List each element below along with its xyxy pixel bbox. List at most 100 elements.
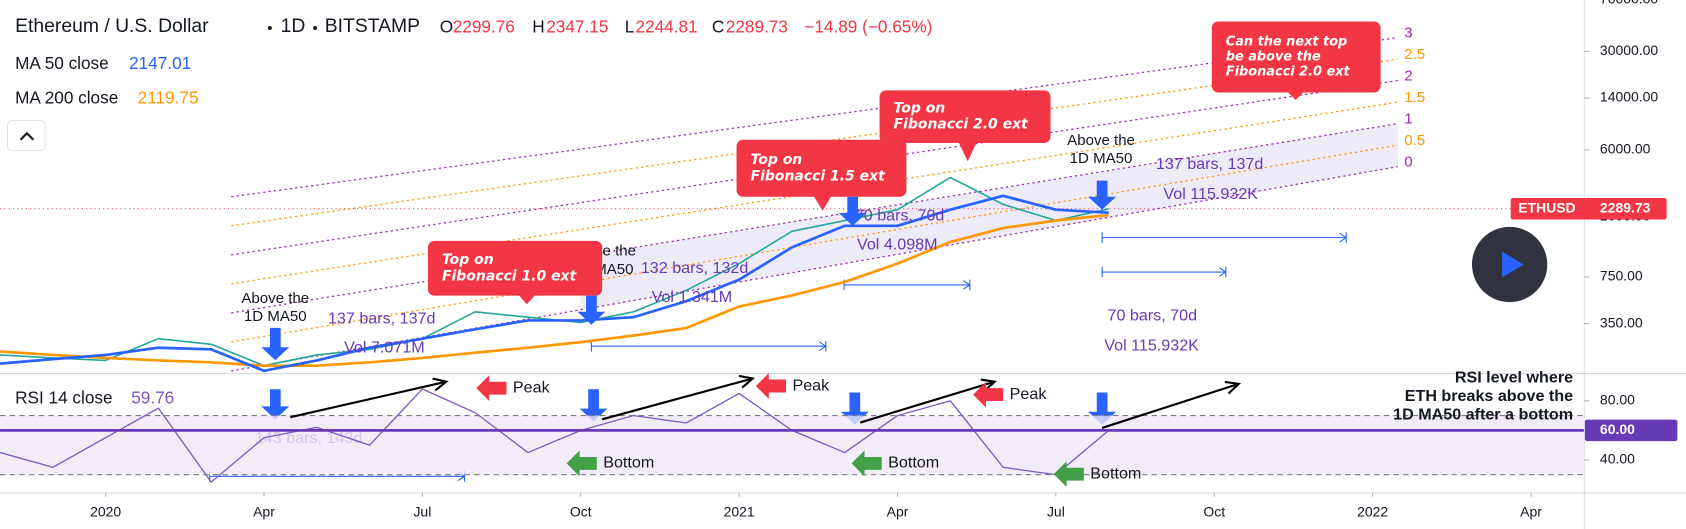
ohlc-label: O xyxy=(440,17,453,37)
fib-line xyxy=(231,144,1398,343)
ohlc-label: H xyxy=(532,17,544,37)
left-arrow xyxy=(755,373,787,399)
fib-label: 1 xyxy=(1404,110,1412,127)
callout-text: Fibonacci 2.0 ext xyxy=(894,117,1030,133)
callout-text: Fibonacci 1.0 ext xyxy=(442,268,578,284)
trend-arrow xyxy=(290,380,447,419)
ohlc-value: 2299.76 xyxy=(453,17,515,37)
bottom-label: Bottom xyxy=(1090,464,1141,482)
rsi-note: RSI level where xyxy=(1455,369,1573,387)
x-tick-label: Jul xyxy=(1047,504,1065,520)
down-arrow xyxy=(577,295,606,325)
x-tick-label: 2022 xyxy=(1357,504,1388,520)
y-tick-label: 40.00 xyxy=(1600,451,1635,467)
ohlc-value: 2289.73 xyxy=(726,17,788,37)
rsi-level-label: 60.00 xyxy=(1600,421,1635,437)
collapse-button[interactable] xyxy=(7,119,46,152)
x-tick-label: Apr xyxy=(253,504,275,520)
ohlc-value: 2347.15 xyxy=(546,17,608,37)
note-text: Above the xyxy=(1067,132,1135,149)
x-tick-label: 2020 xyxy=(90,504,121,520)
callout-tail xyxy=(812,194,833,211)
measure-volume: Vol 1.341M xyxy=(652,288,733,306)
measure-volume: Vol 7.071M xyxy=(344,339,425,357)
interval: 1D xyxy=(281,15,306,37)
rsi-note: ETH breaks above the xyxy=(1405,387,1573,405)
y-tick-label: 14000.00 xyxy=(1600,89,1658,105)
down-arrow xyxy=(1088,180,1117,210)
callout-tail xyxy=(1285,90,1306,100)
y-tick-label: 70000.00 xyxy=(1600,0,1658,6)
note-text: Above the xyxy=(241,290,309,307)
ma200-line xyxy=(0,213,1109,368)
bottom-label: Bottom xyxy=(603,454,654,472)
y-tick-label: 30000.00 xyxy=(1600,42,1658,58)
ma50-line xyxy=(0,194,1109,373)
callout-box xyxy=(879,90,1051,144)
x-tick-label: Apr xyxy=(1520,504,1542,520)
callout-box xyxy=(736,139,907,197)
ohlc-value: 2244.81 xyxy=(635,17,697,37)
exchange: BITSTAMP xyxy=(325,15,420,37)
callout-text: Top on xyxy=(894,101,946,117)
ohlc-label: L xyxy=(625,17,635,37)
fib-line xyxy=(231,123,1398,314)
trend-arrowhead xyxy=(1224,380,1242,395)
fib-label: 0.5 xyxy=(1404,132,1425,149)
rsi-line xyxy=(0,388,1110,483)
replay-icon xyxy=(1502,251,1524,278)
price-tag-value: 2289.73 xyxy=(1600,199,1651,215)
peak-label: Peak xyxy=(1010,385,1048,403)
y-tick-label: 80.00 xyxy=(1600,391,1635,407)
rsi-level-tag xyxy=(1584,419,1678,442)
fib-line xyxy=(231,101,1398,285)
collapse-icon xyxy=(19,131,35,141)
x-tick-label: Apr xyxy=(887,504,909,520)
separator xyxy=(267,26,272,30)
trend-arrow xyxy=(601,377,753,421)
price-tag xyxy=(1510,198,1667,220)
rsi-value: 59.76 xyxy=(131,387,174,407)
measure-bars: 132 bars, 132d xyxy=(641,259,748,277)
left-arrow xyxy=(973,381,1004,408)
measure-bars: 137 bars, 137d xyxy=(1156,155,1263,173)
fib-label: 2.5 xyxy=(1404,46,1425,63)
legend-value: 2147.01 xyxy=(129,53,191,73)
down-arrow xyxy=(261,327,290,361)
measure-volume: Vol 115.932K xyxy=(1104,336,1199,354)
ohlc-label: C xyxy=(712,17,724,37)
callout-box xyxy=(427,240,603,296)
fib-label: 0 xyxy=(1404,153,1412,170)
measure-volume: Vol 115.932K xyxy=(1163,185,1258,203)
rsi-name: RSI 14 close xyxy=(15,387,112,407)
callout-text: Fibonacci 1.5 ext xyxy=(751,168,887,184)
x-tick-label: Oct xyxy=(570,504,592,520)
left-arrow xyxy=(1053,461,1084,488)
range-arrowhead xyxy=(1339,232,1348,243)
callout-tail xyxy=(517,293,537,305)
fib-label: 3 xyxy=(1404,24,1412,41)
title: Ethereum / U.S. Dollar xyxy=(15,15,209,37)
legend-value: 2119.75 xyxy=(138,87,199,107)
range-arrowhead xyxy=(819,341,827,351)
left-arrow xyxy=(476,375,507,402)
change: −14.89 (−0.65%) xyxy=(804,17,932,37)
separator xyxy=(313,26,318,30)
down-arrow xyxy=(838,196,867,226)
trend-arrowhead xyxy=(980,378,997,392)
x-tick-label: 2021 xyxy=(724,504,755,520)
fib-label: 1.5 xyxy=(1404,89,1425,106)
trend-arrow xyxy=(859,380,995,424)
trend-arrow xyxy=(1101,382,1240,429)
down-arrow xyxy=(579,389,608,422)
measure-bars: 70 bars, 70d xyxy=(1108,306,1198,324)
legend-name: MA 50 close xyxy=(15,53,109,73)
callout-text: Can the next top xyxy=(1226,34,1348,49)
legend-name: MA 200 close xyxy=(15,87,118,107)
range-arrowhead xyxy=(963,280,971,290)
rsi-note: 1D MA50 after a bottom xyxy=(1393,405,1573,423)
price-tag-name: ETHUSD xyxy=(1518,199,1575,215)
measure-bars: 70 bars, 70d xyxy=(855,206,945,224)
fib-line xyxy=(231,166,1398,372)
measure-volume: Vol 4.098M xyxy=(857,235,938,253)
